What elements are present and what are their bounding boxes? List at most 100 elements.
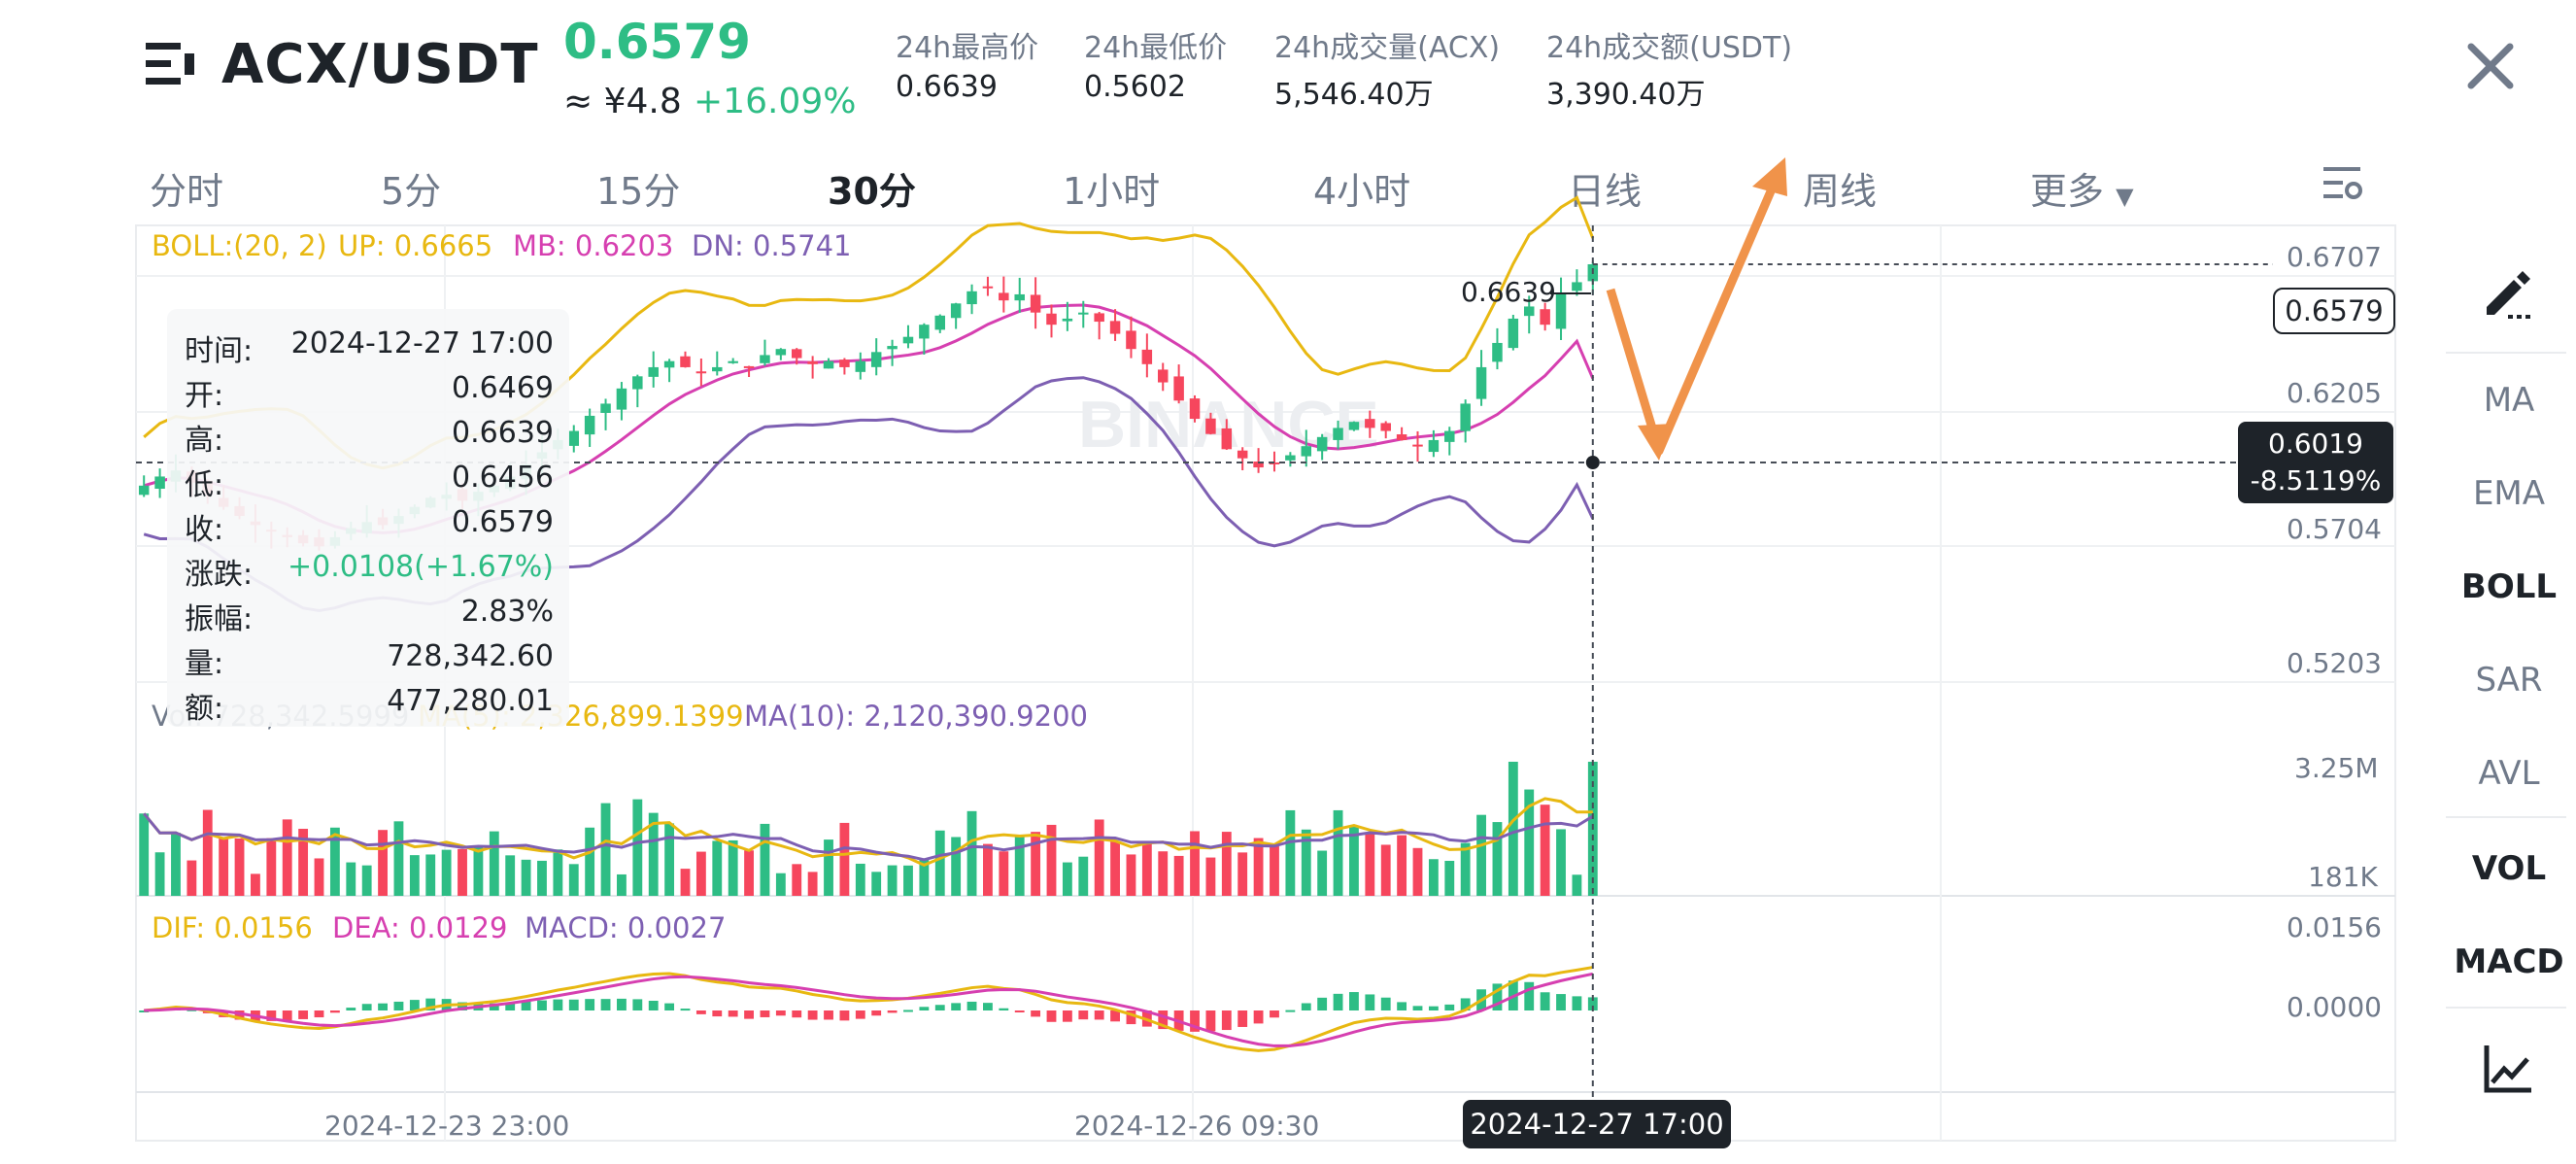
macd-bar (728, 1010, 738, 1017)
candle-body (568, 430, 580, 446)
volume-bar (999, 851, 1009, 896)
candle-body (1523, 306, 1535, 317)
macd-bar (983, 1003, 993, 1010)
volume-bar (234, 838, 245, 896)
crosshair-price-tag: 0.6019 -8.5119% (2238, 422, 2393, 503)
macd-bar (139, 1010, 150, 1012)
side-ema[interactable]: EMA (2472, 474, 2546, 513)
tooltip-label: 低: (185, 468, 224, 502)
draw-pen-icon[interactable] (2477, 262, 2539, 325)
ohlc-tooltip (167, 309, 569, 727)
macd-bar (695, 1010, 706, 1014)
tab-time-share[interactable]: 分时 (150, 170, 224, 213)
tab-weekly[interactable]: 周线 (1803, 170, 1878, 213)
volume-bar (712, 840, 723, 896)
side-ma[interactable]: MA (2483, 381, 2535, 420)
menu-icon[interactable] (144, 37, 198, 91)
price-tick: 0.5704 (2287, 513, 2382, 545)
side-boll[interactable]: BOLL (2460, 567, 2558, 606)
trading-pair[interactable]: ACX/USDT (221, 33, 539, 96)
tooltip-value: 0.6579 (452, 505, 554, 539)
candle-body (919, 325, 930, 339)
volume-bar (219, 837, 229, 896)
volume-bar (505, 855, 516, 896)
stat-low-value: 0.5602 (1084, 70, 1186, 104)
volume-bar (1444, 860, 1455, 896)
tooltip-value: 0.6456 (452, 461, 554, 495)
macd-bar (1014, 1010, 1025, 1012)
volume-bar (1492, 822, 1503, 896)
tab-5m[interactable]: 5分 (381, 170, 442, 213)
macd-value: MACD: 0.0027 (525, 911, 727, 944)
volume-bar (1540, 805, 1550, 896)
macd-bar (871, 1010, 882, 1016)
tab-15m[interactable]: 15分 (596, 170, 681, 213)
side-macd[interactable]: MACD (2454, 942, 2564, 981)
close-icon[interactable] (2452, 27, 2529, 105)
candle-body (616, 388, 627, 410)
macd-dif-line (144, 966, 1594, 1052)
candle-body (982, 286, 994, 289)
macd-bar (234, 1010, 245, 1020)
stat-volume-value: 5,546.40万 (1274, 78, 1434, 112)
chart-settings-icon[interactable] (2320, 161, 2364, 206)
side-vol[interactable]: VOL (2471, 849, 2547, 888)
tab-1h[interactable]: 1小时 (1063, 170, 1161, 213)
candle-body (1555, 293, 1567, 329)
tab-30m[interactable]: 30分 (828, 170, 916, 213)
candle-body (823, 360, 834, 369)
candle-body (1285, 455, 1296, 461)
side-sar[interactable]: SAR (2475, 661, 2543, 700)
candle-body (632, 376, 643, 390)
volume-bar (1158, 851, 1169, 896)
volume-bar (1380, 844, 1391, 896)
macd-bar (1110, 1010, 1120, 1022)
candle-body (1205, 418, 1216, 434)
volume-bar (409, 855, 420, 896)
macd-bar (458, 1002, 467, 1010)
macd-bar (1062, 1010, 1072, 1022)
candle-body (1237, 450, 1248, 459)
volume-bar (966, 810, 977, 896)
macd-bar (585, 999, 595, 1010)
volume-bar (648, 812, 659, 896)
volume-bar (346, 862, 356, 896)
candle-body (1062, 318, 1073, 322)
volume-bar (553, 849, 563, 896)
boll-mb: MB: 0.6203 (513, 229, 674, 262)
candle-body (760, 355, 770, 363)
side-avl[interactable]: AVL (2478, 754, 2540, 793)
macd-bar (1190, 1010, 1200, 1032)
volume-bar (458, 848, 467, 896)
macd-bar (505, 1003, 516, 1010)
macd-bar (648, 1000, 659, 1010)
candle-body (663, 360, 675, 368)
volume-bar (393, 821, 404, 896)
macd-bar (617, 998, 627, 1010)
candle-body (1572, 282, 1582, 291)
price-tick: 0.5203 (2287, 647, 2382, 679)
macd-bar (1237, 1010, 1248, 1027)
volume-bar (919, 859, 930, 896)
macd-bar (999, 1008, 1009, 1010)
annotation-arrowhead-up (1752, 157, 1787, 196)
candle-body (934, 315, 946, 330)
candle-body (1348, 422, 1360, 430)
tooltip-label: 量: (185, 647, 224, 681)
stat-high-value: 0.6639 (896, 70, 998, 104)
macd-bar (632, 999, 643, 1010)
macd-bar (887, 1010, 898, 1013)
chart-type-icon[interactable] (2481, 1042, 2535, 1096)
candle-body (1094, 313, 1104, 323)
tab-more[interactable]: 更多 ▼ (2030, 161, 2134, 215)
tab-4h[interactable]: 4小时 (1313, 170, 1411, 213)
stat-high-label: 24h最高价 (896, 31, 1039, 65)
divider (2446, 816, 2566, 818)
candle-body (855, 360, 866, 372)
candle-body (1444, 430, 1455, 442)
macd-bar (1126, 1010, 1136, 1025)
macd-bar (409, 1000, 420, 1010)
macd-bar (361, 1004, 372, 1010)
current-price-tag: 0.6579 (2273, 288, 2395, 334)
